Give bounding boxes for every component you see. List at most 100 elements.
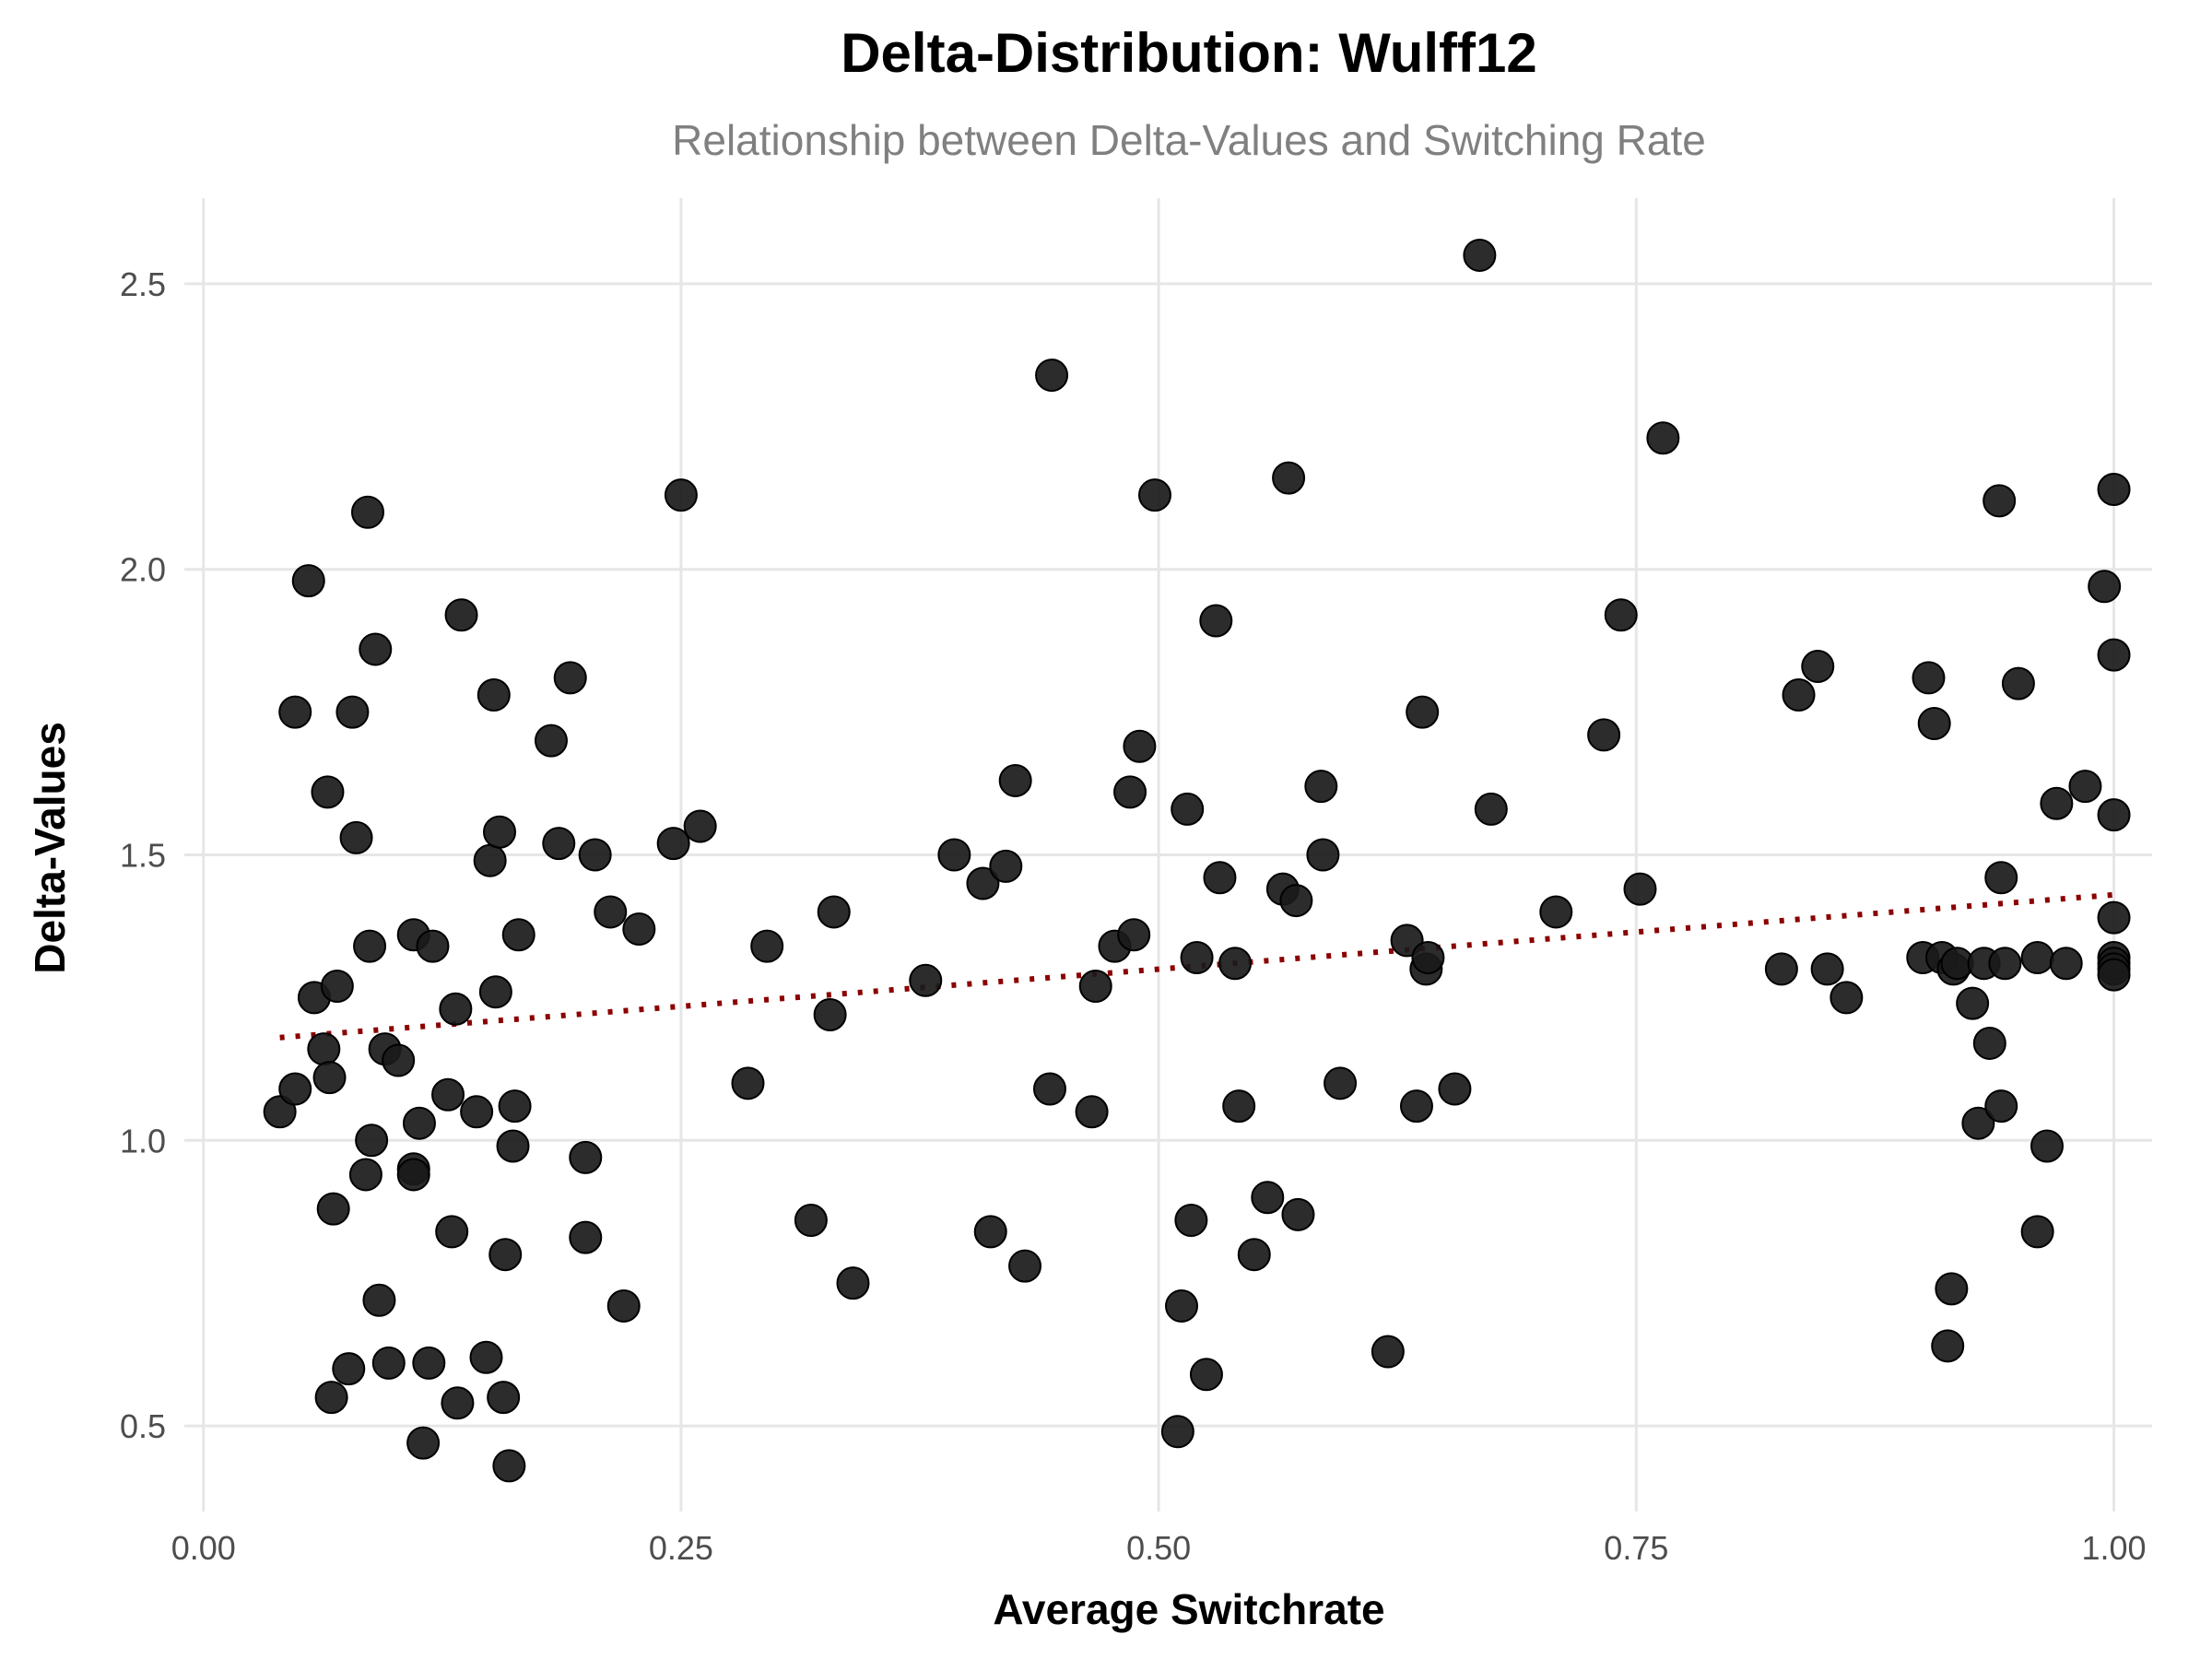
scatter-point [435,1215,469,1249]
scatter-point [1646,421,1680,455]
x-tick-label: 0.75 [1604,1529,1668,1567]
scatter-point [487,1381,521,1415]
scatter-point [989,849,1023,883]
chart-title: Delta-Distribution: Wulff12 [841,22,1537,84]
scatter-point [1983,484,2017,518]
scatter-point [817,895,851,929]
scatter-point [1075,1095,1109,1129]
scatter-point [2020,1215,2054,1249]
scatter-point [578,838,612,872]
scatter-point [1180,941,1214,975]
scatter-point [664,478,698,512]
scatter-point [2097,958,2131,992]
x-tick-label: 0.50 [1126,1529,1191,1567]
scatter-point [973,1215,1007,1249]
scatter-point [594,895,628,929]
scatter-point [1203,861,1237,895]
y-tick-label: 2.0 [120,551,166,589]
scatter-point [2049,947,2083,981]
scatter-point [501,918,535,952]
scatter-point [1984,1089,2018,1124]
scatter-point [382,1043,416,1077]
scatter-point [492,1449,526,1483]
scatter-point [1237,1238,1271,1272]
y-tick-label: 1.5 [120,837,166,875]
scatter-point [477,678,511,712]
scatter-point [909,963,943,997]
scatter-point [1174,1204,1208,1238]
scatter-point [1324,1066,1358,1100]
scatter-point [348,1158,382,1192]
scatter-point [412,1346,446,1380]
scatter-point [1830,981,1864,1015]
scatter-point [488,1238,523,1272]
scatter-point [813,997,847,1031]
scatter-point [2088,570,2122,604]
scatter-point [498,1089,532,1124]
data-points [263,238,2131,1483]
scatter-point [1463,238,1497,272]
scatter-point [731,1066,765,1100]
scatter-point [353,929,387,963]
scatter-point [1961,1106,1995,1140]
scatter-point [460,1095,494,1129]
y-tick-label: 2.5 [120,265,166,303]
scatter-point [1935,1272,1969,1306]
scatter-point [1008,1249,1042,1283]
scatter-point [473,843,507,877]
scatter-point [291,564,325,598]
scatter-point [1078,970,1112,1003]
y-tick-label: 0.5 [120,1407,166,1445]
scatter-point [1810,952,1844,986]
scatter-point [483,815,517,849]
scatter-point [1438,1072,1472,1106]
scatter-point [1956,986,1990,1020]
scatter-point [1199,604,1233,638]
scatter-point [362,1283,396,1317]
scatter-point [1218,947,1253,981]
scatter-point [1171,792,1205,826]
scatter-point [441,1386,475,1420]
scatter-point [339,820,373,854]
scatter-point [469,1340,503,1374]
scatter-point [1917,707,1951,740]
scatter-point [836,1266,870,1300]
scatter-point [406,1426,441,1460]
scatter-point [444,598,478,632]
scatter-point [312,1061,347,1095]
scatter-point [350,495,384,529]
scatter-point [278,1072,312,1106]
scatter-point [1604,598,1638,632]
scatter-point [396,1158,430,1192]
scatter-point [1306,838,1340,872]
scatter-point [1113,775,1147,809]
scatter-point [1623,872,1657,906]
scatter-point [1279,884,1313,918]
scatter-point [569,1140,603,1174]
scatter-point [359,632,393,666]
scatter-point [1281,1197,1315,1231]
scatter-point [431,1077,465,1112]
scatter-point [314,1381,348,1415]
scatter-point [2097,798,2131,832]
scatter-point [1931,1329,1965,1363]
scatter-point [2040,786,2074,820]
chart-subtitle: Relationship between Delta-Values and Sw… [672,116,1706,164]
x-tick-label: 0.25 [649,1529,713,1567]
scatter-point [2001,666,2035,700]
y-axis-ticks: 0.5 1.0 1.5 2.0 2.5 [120,265,166,1445]
scatter-point [1272,461,1306,495]
scatter-point [416,929,450,963]
scatter-point [1988,947,2022,981]
scatter-point [1801,650,1835,684]
y-axis-title: Delta-Values [26,722,74,974]
scatter-point [534,724,568,758]
scatter-point [332,1352,366,1386]
y-tick-label: 1.0 [120,1122,166,1159]
scatter-point [439,992,473,1026]
scatter-point [606,1288,641,1323]
scatter-point [1539,895,1573,929]
scatter-point [622,912,656,947]
scatter-point [1912,661,1946,695]
